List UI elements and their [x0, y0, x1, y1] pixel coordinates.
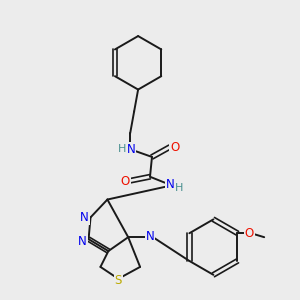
Text: N: N	[127, 142, 136, 155]
Text: O: O	[245, 227, 254, 240]
Text: O: O	[170, 140, 179, 154]
Text: N: N	[146, 230, 154, 243]
Text: N: N	[80, 211, 89, 224]
Text: N: N	[165, 178, 174, 191]
Text: H: H	[175, 183, 183, 193]
Text: N: N	[78, 235, 87, 248]
Text: O: O	[121, 175, 130, 188]
Text: H: H	[118, 144, 126, 154]
Text: S: S	[115, 274, 122, 287]
